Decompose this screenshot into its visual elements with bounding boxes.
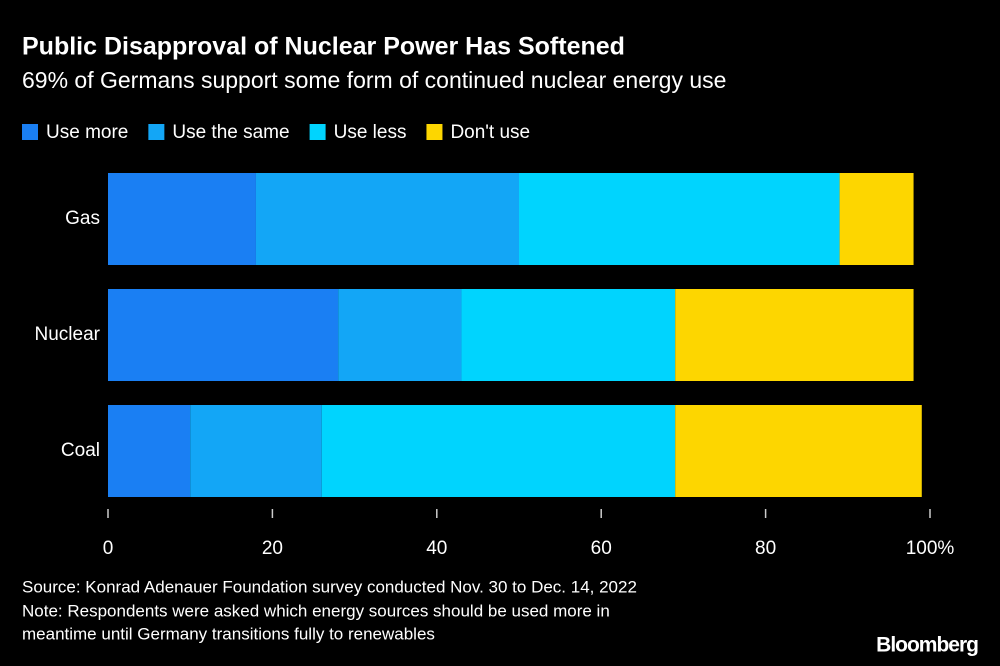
chart-title: Public Disapproval of Nuclear Power Has … bbox=[22, 33, 625, 61]
bar-segment bbox=[255, 173, 519, 265]
bar-segment bbox=[108, 405, 191, 497]
legend-label: Use less bbox=[334, 122, 407, 143]
bar-segment bbox=[190, 405, 322, 497]
x-tick-label: 60 bbox=[591, 538, 612, 559]
legend-label: Use more bbox=[46, 122, 128, 143]
bar-segment bbox=[519, 173, 840, 265]
bar-segment bbox=[108, 173, 256, 265]
brand: Bloomberg bbox=[876, 634, 978, 657]
chart-subtitle: 69% of Germans support some form of cont… bbox=[22, 67, 726, 93]
note: Note: Respondents were asked which energ… bbox=[22, 601, 610, 620]
legend-label: Use the same bbox=[172, 122, 289, 143]
legend-swatch bbox=[309, 124, 326, 140]
bar-segment bbox=[461, 289, 676, 381]
legend-swatch bbox=[426, 124, 443, 140]
legend-label: Don't use bbox=[450, 122, 530, 143]
x-tick-label: 80 bbox=[755, 538, 776, 559]
bar-segment bbox=[321, 405, 676, 497]
bar-segment bbox=[839, 173, 914, 265]
y-tick-label: Gas bbox=[65, 208, 100, 229]
x-tick-label: 0 bbox=[103, 538, 114, 559]
bar-segment bbox=[108, 289, 339, 381]
legend-swatch bbox=[148, 124, 165, 140]
source: Source: Konrad Adenauer Foundation surve… bbox=[22, 577, 637, 596]
legend-swatch bbox=[22, 124, 38, 140]
bar-segment bbox=[675, 289, 914, 381]
bar-segment bbox=[338, 289, 462, 381]
x-tick-label: 40 bbox=[426, 538, 447, 559]
note: meantime until Germany transitions fully… bbox=[22, 624, 435, 643]
x-tick-label: 100% bbox=[906, 538, 955, 559]
y-tick-label: Coal bbox=[61, 440, 100, 461]
x-tick-label: 20 bbox=[262, 538, 283, 559]
bar-segment bbox=[675, 405, 922, 497]
y-tick-label: Nuclear bbox=[35, 324, 101, 345]
